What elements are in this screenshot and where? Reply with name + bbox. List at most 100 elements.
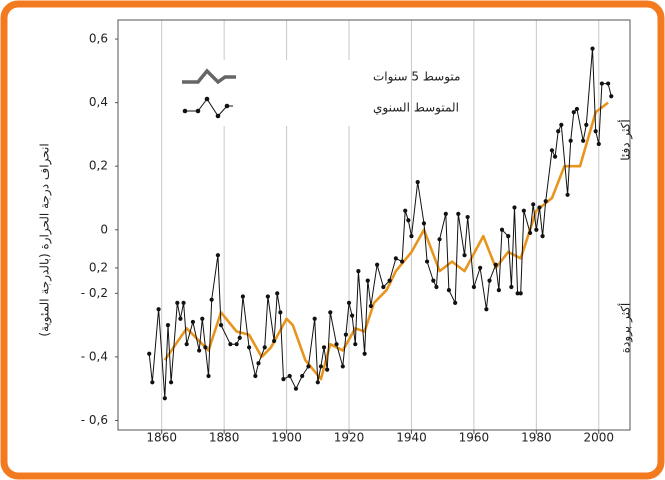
data-point	[365, 278, 370, 283]
data-point	[465, 214, 470, 220]
data-point	[549, 148, 555, 153]
x-tick-label: 1940	[396, 431, 427, 445]
data-point	[415, 179, 420, 185]
data-point	[571, 110, 576, 115]
x-tick-label: 1880	[209, 431, 240, 445]
y-tick-label: 0,6	[89, 32, 108, 46]
data-point	[156, 307, 161, 312]
data-point	[556, 129, 561, 134]
data-point	[203, 345, 208, 350]
data-point	[537, 205, 542, 210]
data-point	[375, 262, 380, 267]
data-point	[424, 259, 430, 264]
data-point	[565, 192, 570, 197]
legend-icon	[182, 68, 236, 85]
data-point	[281, 377, 286, 382]
data-point	[328, 310, 333, 315]
data-point	[456, 211, 461, 216]
data-point	[175, 300, 180, 305]
data-point	[462, 253, 467, 258]
data-point	[343, 332, 349, 337]
data-point	[512, 205, 517, 210]
data-point	[568, 138, 573, 143]
data-point	[406, 218, 411, 223]
marks	[147, 46, 614, 401]
data-point	[356, 268, 361, 274]
data-point	[262, 345, 267, 350]
x-tick-label: 1980	[521, 431, 552, 445]
data-point	[368, 303, 373, 309]
data-point	[209, 297, 214, 302]
data-point	[506, 234, 511, 239]
x-tick-label: 1900	[271, 431, 302, 445]
legend-box	[170, 60, 392, 126]
data-point	[218, 323, 224, 328]
data-point	[559, 122, 564, 127]
data-point	[228, 342, 233, 347]
data-point	[162, 396, 167, 401]
data-point	[590, 46, 595, 51]
data-point	[574, 106, 580, 112]
data-point	[543, 199, 548, 204]
data-point	[265, 294, 270, 299]
data-point	[421, 221, 427, 226]
annotation: أكثر دفئا	[618, 119, 634, 160]
annotation: أكثر برودة	[618, 303, 634, 354]
legend: متوسط 5 سنوات المتوسط السنوي	[170, 60, 460, 126]
data-point	[609, 94, 614, 99]
data-point	[240, 294, 245, 299]
data-point	[487, 278, 492, 283]
data-point	[321, 345, 327, 350]
series-line	[163, 101, 609, 381]
data-point	[350, 313, 355, 318]
data-point	[531, 202, 536, 207]
data-point	[478, 265, 483, 271]
data-point	[584, 122, 589, 127]
data-point	[393, 256, 398, 261]
data-point	[346, 300, 352, 305]
data-point	[509, 284, 514, 290]
data-point	[300, 373, 305, 379]
data-point	[278, 310, 283, 315]
y-tick-label: - 0,4	[81, 349, 108, 363]
data-point	[287, 373, 292, 379]
data-point	[443, 211, 448, 216]
data-point	[340, 364, 345, 369]
y-tick-label: - 0,2	[81, 286, 108, 300]
data-point	[484, 307, 489, 312]
data-point	[197, 348, 202, 353]
data-point	[599, 81, 605, 86]
data-point	[596, 141, 601, 147]
data-point	[215, 253, 221, 258]
data-point	[150, 380, 155, 385]
data-point	[434, 284, 439, 290]
data-point	[518, 291, 523, 296]
data-point	[247, 345, 252, 350]
series-line	[148, 48, 612, 399]
y-tick-label: 0,4	[89, 95, 108, 109]
data-point	[453, 300, 458, 305]
data-point	[471, 284, 477, 290]
data-point	[387, 278, 392, 283]
data-point	[446, 288, 452, 293]
data-point	[271, 338, 277, 344]
x-tick-label: 2000	[584, 431, 615, 445]
legend-label: المتوسط السنوي	[373, 101, 459, 116]
data-point	[312, 316, 317, 321]
data-point	[168, 380, 174, 385]
data-point	[293, 386, 299, 391]
data-point	[409, 234, 414, 239]
data-point	[181, 300, 186, 305]
data-point	[593, 129, 598, 134]
data-point	[403, 208, 408, 213]
data-point	[499, 227, 505, 232]
y-tick-label: 0	[100, 222, 108, 236]
data-point	[527, 230, 533, 236]
legend-label: متوسط 5 سنوات	[373, 70, 460, 85]
data-point	[306, 364, 311, 369]
data-point	[381, 284, 386, 290]
plot-area	[117, 19, 631, 431]
data-point	[534, 227, 539, 232]
data-point	[256, 361, 261, 366]
